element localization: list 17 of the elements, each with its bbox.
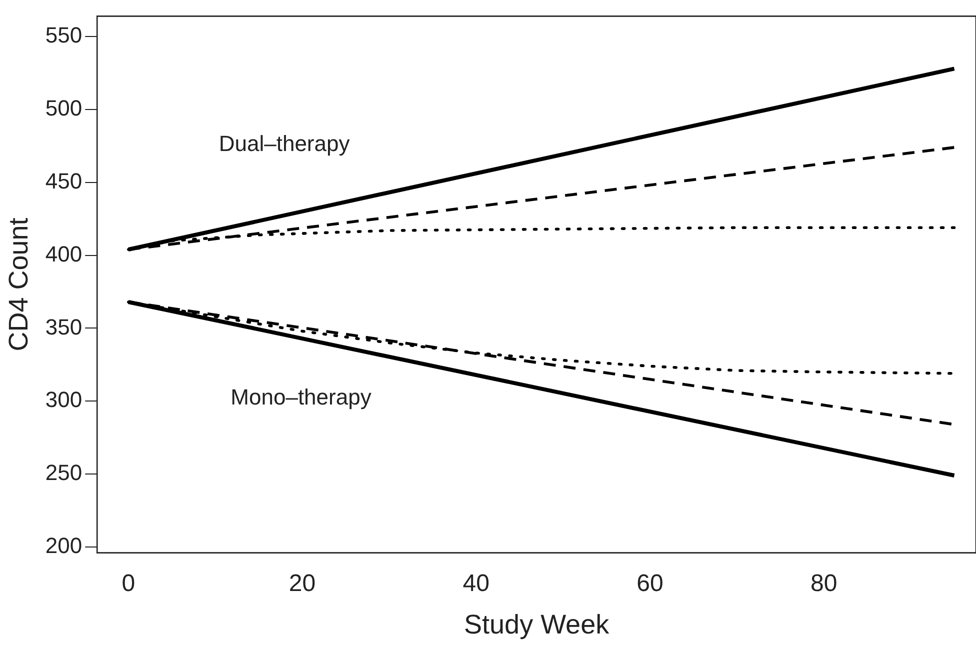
- y-tick-label: 450: [45, 168, 82, 194]
- y-tick-label: 550: [45, 22, 82, 48]
- annotation: Dual–therapy: [218, 131, 350, 156]
- x-tick-label: 20: [288, 570, 316, 597]
- x-tick-label: 40: [462, 570, 490, 597]
- y-axis-title: CD4 Count: [4, 217, 34, 352]
- annotation: Mono–therapy: [230, 384, 372, 410]
- x-tick-label: 0: [122, 570, 136, 597]
- x-axis-title: Study Week: [464, 609, 610, 640]
- y-tick-label: 500: [45, 96, 82, 121]
- x-tick-label: 80: [810, 570, 838, 597]
- y-tick-label: 400: [45, 241, 82, 266]
- x-tick-label: 60: [636, 570, 664, 597]
- y-tick-label: 300: [45, 387, 82, 412]
- y-tick-label: 250: [45, 460, 82, 486]
- y-tick-label: 350: [45, 314, 82, 340]
- y-tick-label: 200: [45, 533, 82, 558]
